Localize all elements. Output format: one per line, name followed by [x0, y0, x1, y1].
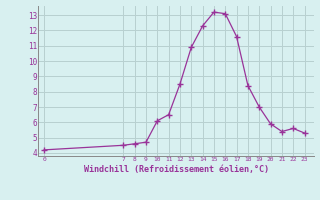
- X-axis label: Windchill (Refroidissement éolien,°C): Windchill (Refroidissement éolien,°C): [84, 165, 268, 174]
